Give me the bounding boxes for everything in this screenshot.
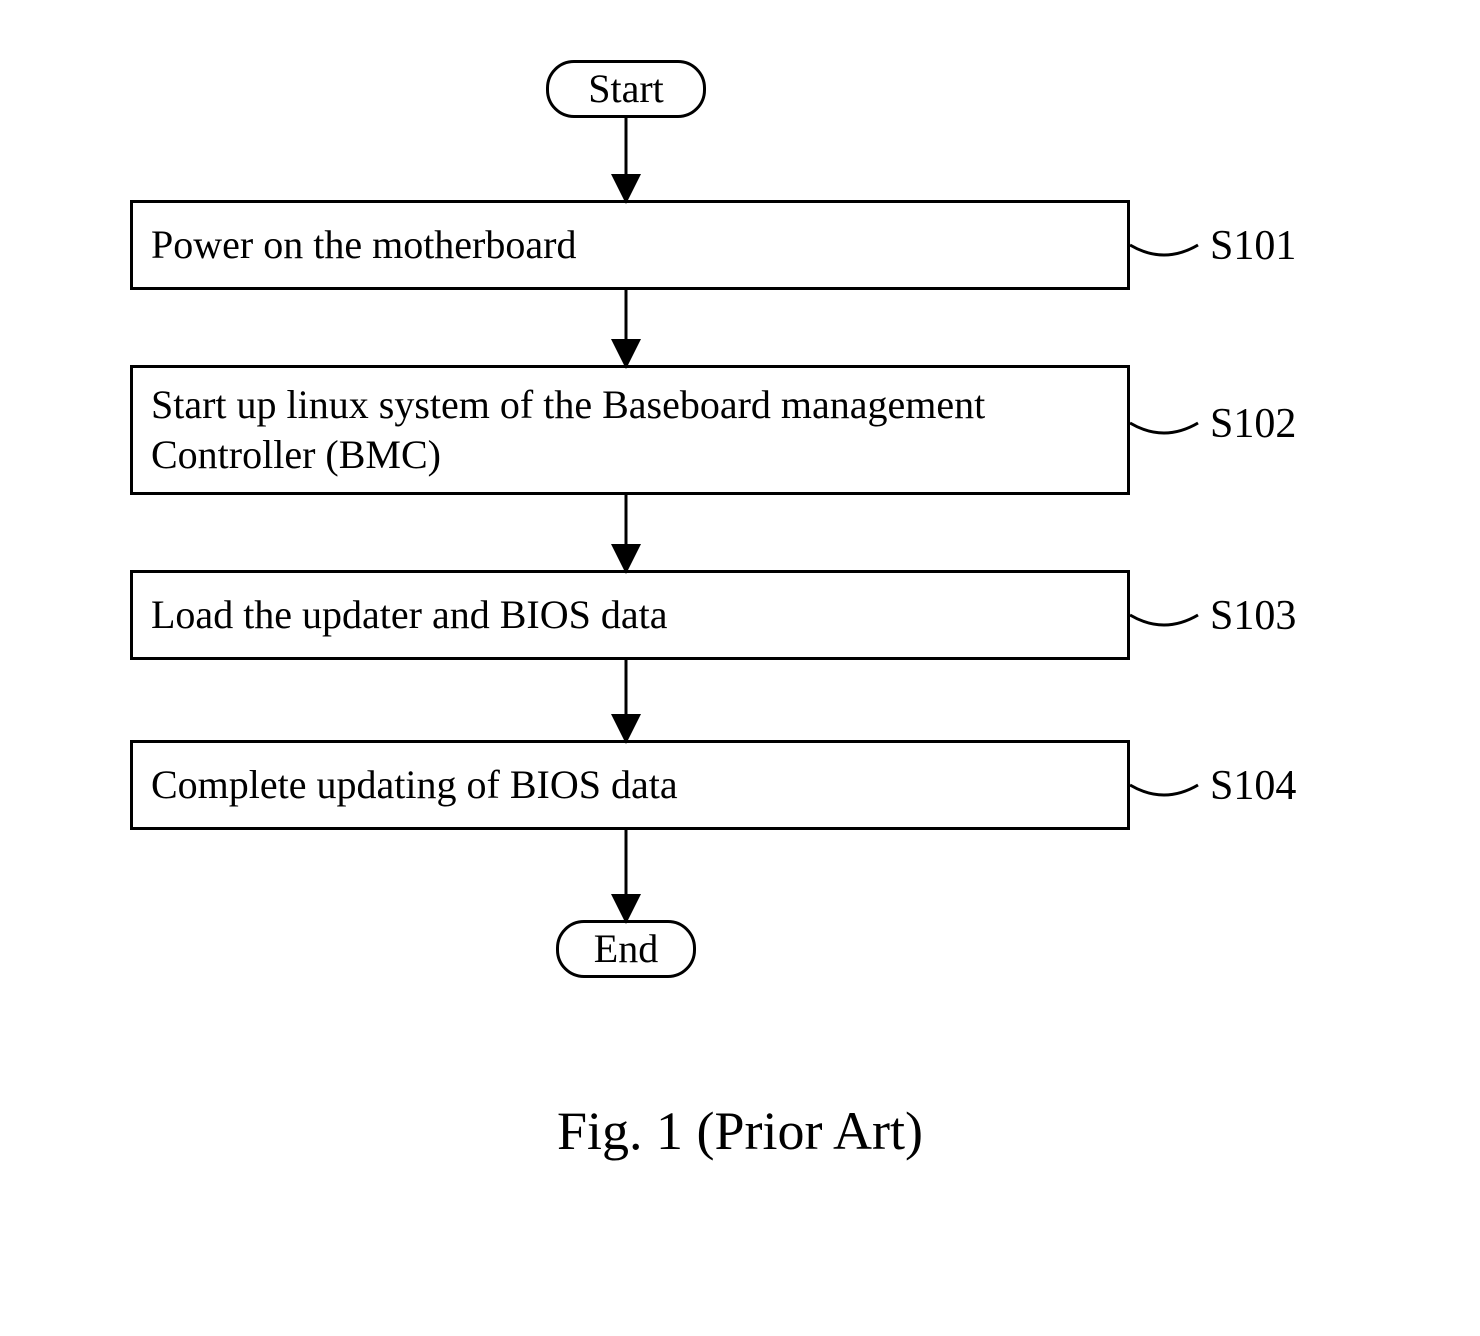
figure-caption: Fig. 1 (Prior Art): [0, 1100, 1480, 1162]
terminal-end-text: End: [594, 929, 658, 969]
step-text-s104: Complete updating of BIOS data: [151, 760, 678, 810]
step-label-s101: S101: [1210, 222, 1296, 270]
terminal-start-text: Start: [588, 69, 664, 109]
step-box-s104: Complete updating of BIOS data: [130, 740, 1130, 830]
terminal-end: End: [556, 920, 696, 978]
step-box-s103: Load the updater and BIOS data: [130, 570, 1130, 660]
step-label-s103: S103: [1210, 592, 1296, 640]
step-text-s103: Load the updater and BIOS data: [151, 590, 668, 640]
step-box-s101: Power on the motherboard: [130, 200, 1130, 290]
step-text-s102: Start up linux system of the Baseboard m…: [151, 380, 1109, 480]
step-text-s101: Power on the motherboard: [151, 220, 576, 270]
step-label-text-s104: S104: [1210, 763, 1296, 809]
terminal-start: Start: [546, 60, 706, 118]
flowchart-canvas: Start Power on the motherboard S101 Start …: [0, 0, 1480, 1336]
step-label-s102: S102: [1210, 400, 1296, 448]
step-box-s102: Start up linux system of the Baseboard m…: [130, 365, 1130, 495]
step-label-text-s102: S102: [1210, 401, 1296, 447]
step-label-s104: S104: [1210, 762, 1296, 810]
step-label-text-s103: S103: [1210, 593, 1296, 639]
figure-caption-text: Fig. 1 (Prior Art): [557, 1101, 923, 1161]
step-label-text-s101: S101: [1210, 223, 1296, 269]
